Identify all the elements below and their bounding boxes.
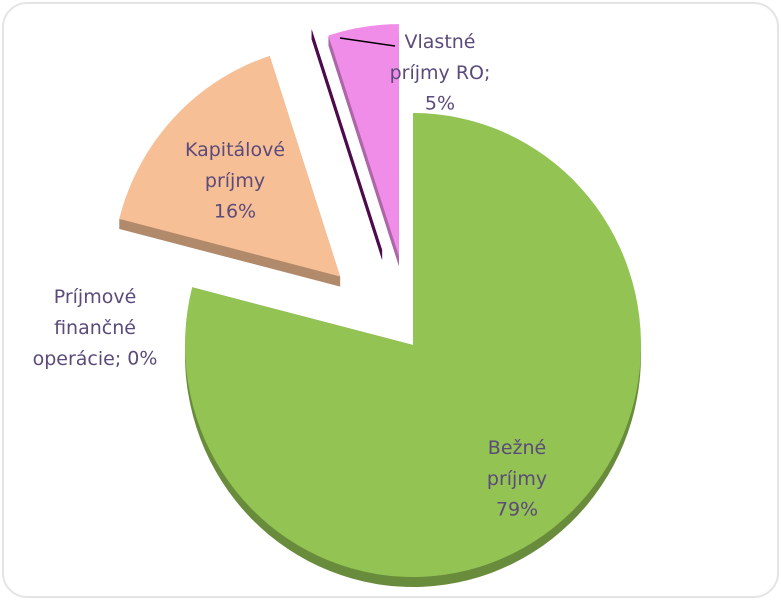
data-label: Kapitálové príjmy [185, 139, 285, 192]
data-label: Bežné príjmy [487, 437, 547, 490]
value-label: 5% [425, 93, 455, 115]
value-label: 79% [496, 499, 538, 521]
slice [184, 113, 641, 587]
leader-line [339, 37, 396, 47]
slice-top [184, 113, 641, 577]
slice-edge [119, 218, 341, 287]
slice-top [119, 55, 341, 277]
value-label: 0% [127, 348, 157, 370]
slice [311, 29, 383, 260]
slice-edge [311, 29, 383, 260]
data-label: Príjmové finančné operácie; [33, 286, 137, 370]
value-label: 16% [214, 201, 256, 223]
slice [119, 55, 341, 287]
slice-edge [328, 35, 399, 267]
data-label: Vlastné príjmy RO; [390, 31, 491, 84]
slice [328, 24, 399, 267]
slice-top [328, 24, 399, 257]
